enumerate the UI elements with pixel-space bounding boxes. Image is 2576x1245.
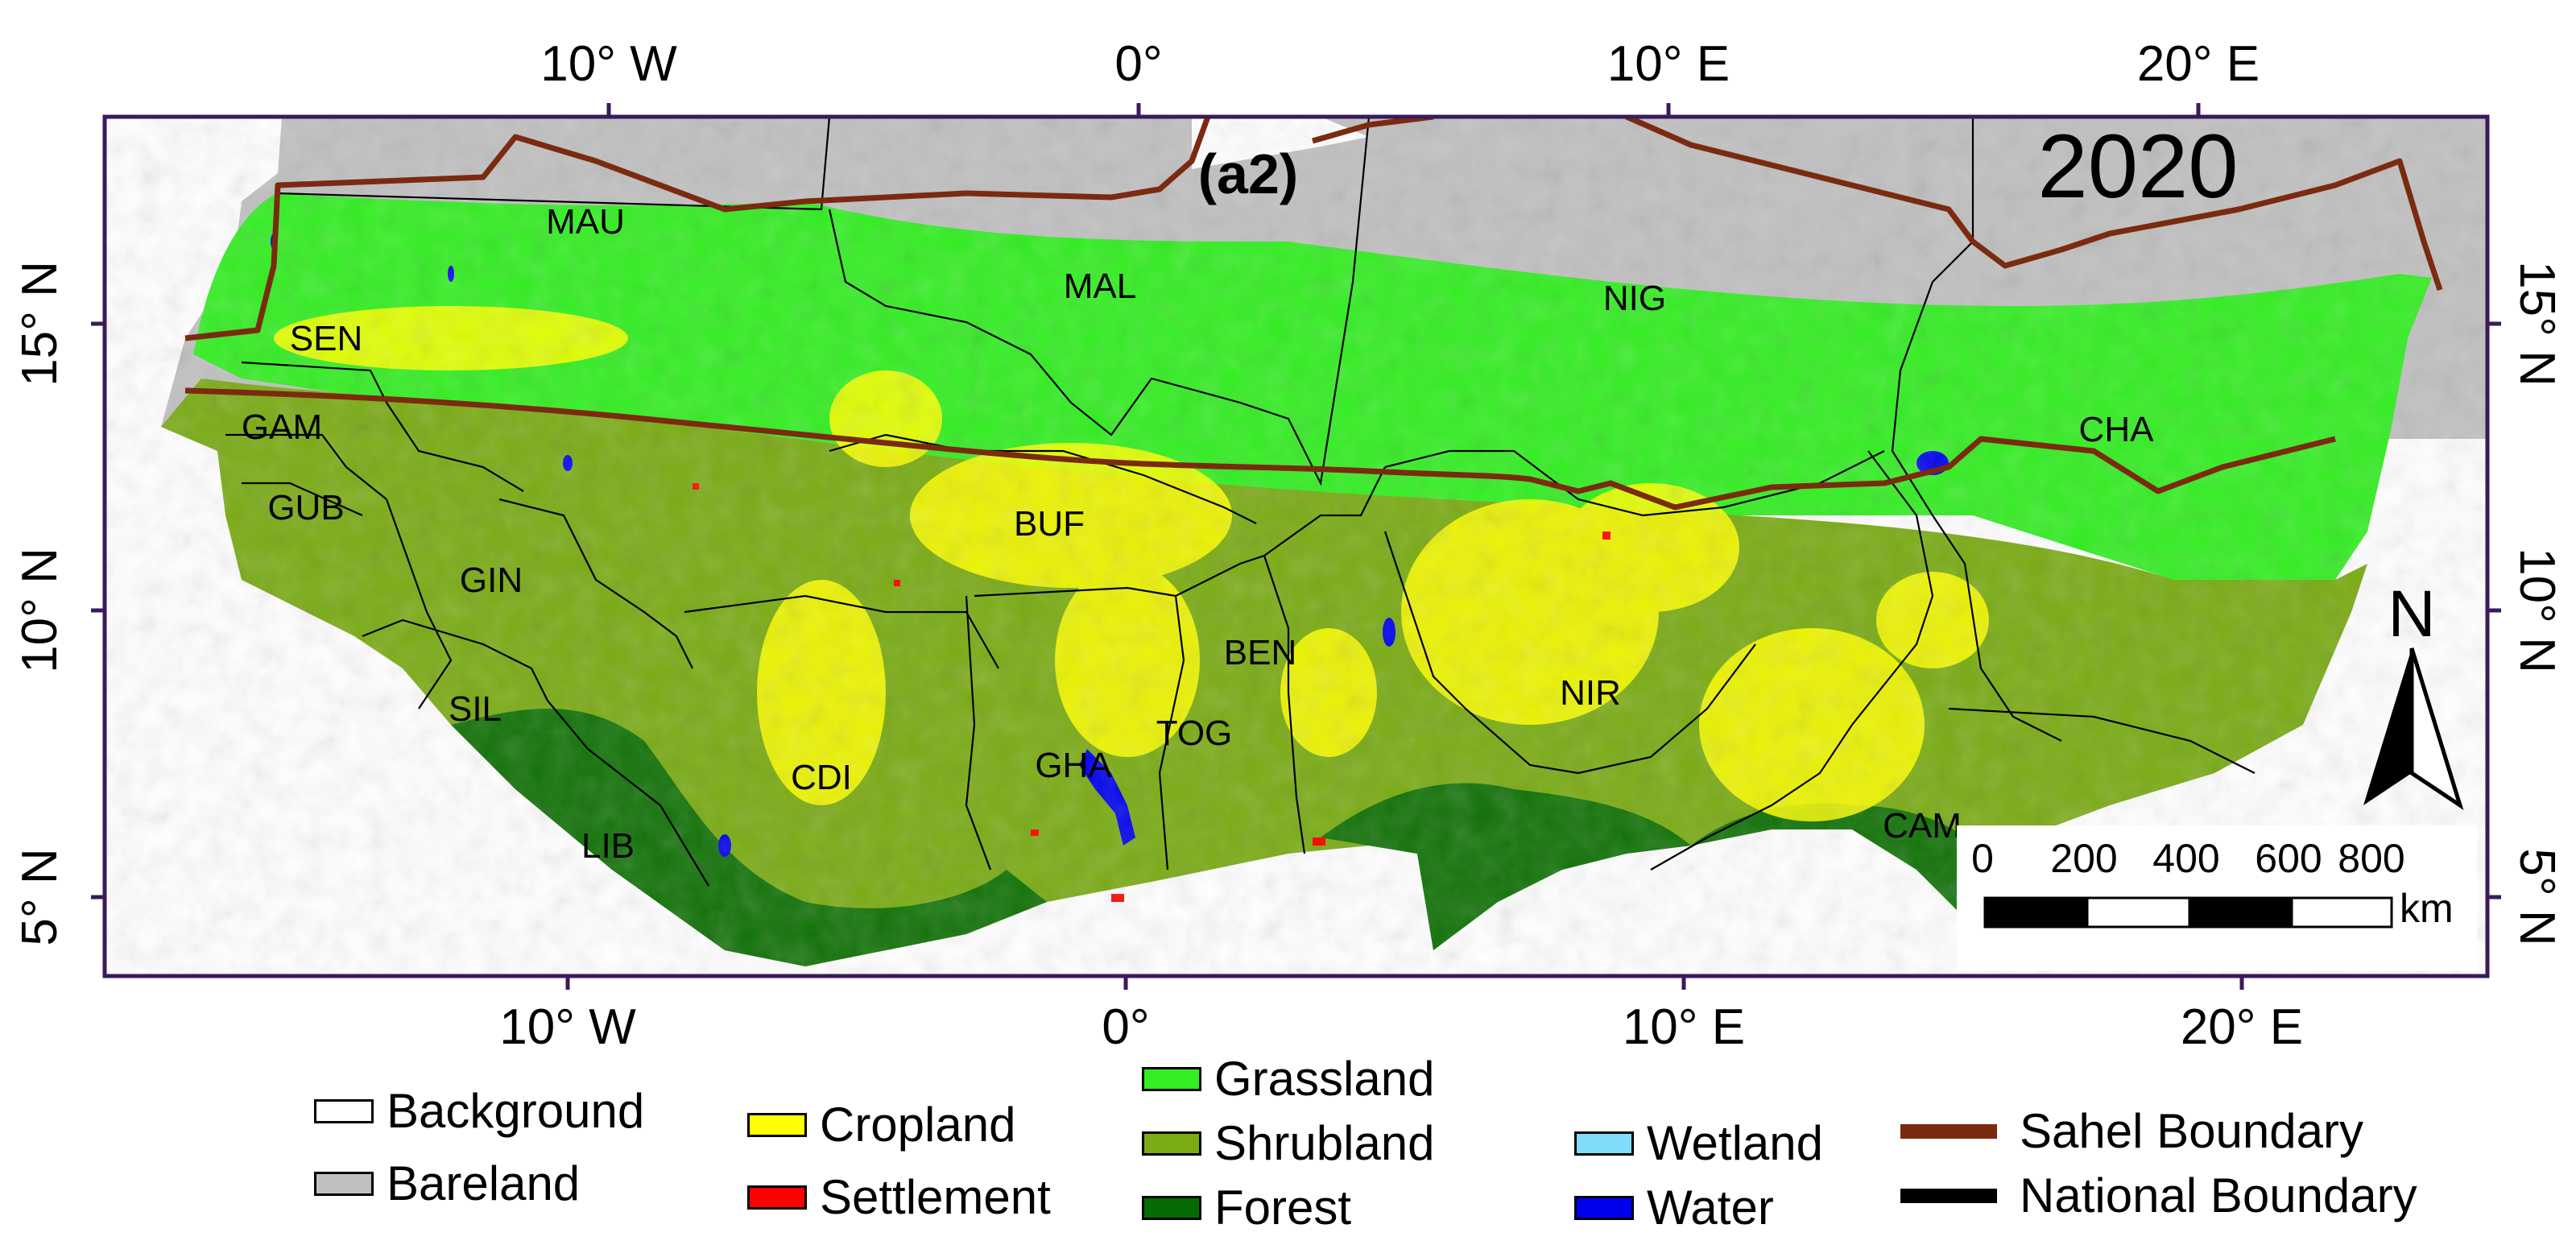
bottom-tick-label: 0° (1102, 999, 1149, 1055)
country-label: GAM (242, 407, 322, 447)
right-tick-label: 15° N (2509, 261, 2565, 387)
country-label: MAU (546, 202, 625, 242)
country-label: GUB (267, 488, 344, 527)
map-frame (102, 114, 2490, 978)
left-tick-label: 10° N (12, 548, 68, 673)
year-label: 2020 (2037, 116, 2238, 217)
scale-segment (1983, 896, 2089, 929)
country-label: NIR (1560, 673, 1621, 713)
scale-tick-label: 800 (2338, 836, 2404, 881)
country-label: GIN (460, 560, 523, 600)
country-label: MAL (1064, 267, 1136, 306)
scale-tick-label: 600 (2255, 836, 2322, 881)
scale-unit: km (2400, 886, 2454, 931)
top-tick-label: 0° (1114, 36, 1162, 92)
right-tick-label: 10° N (2509, 548, 2565, 673)
top-tick-label: 10° W (540, 36, 677, 92)
scale-bar: 0 200 400 600 800 km (1957, 825, 2477, 970)
north-arrow-shape (2363, 648, 2412, 805)
scale-segment (2086, 896, 2191, 929)
top-tick-label: 10° E (1607, 36, 1730, 92)
scale-tick-label: 0 (1971, 836, 1994, 881)
axis-ticks (91, 103, 2501, 990)
country-label: GHA (1035, 746, 1112, 785)
north-arrow-label: N (2388, 577, 2435, 651)
country-label: CDI (791, 758, 852, 797)
country-label: TOG (1156, 713, 1233, 753)
sahel-boundary (184, 117, 2443, 511)
country-label: CAM (1883, 806, 1962, 846)
north-arrow: N (2363, 577, 2464, 810)
scale-tick-label: 200 (2050, 836, 2117, 881)
scale-segment (2188, 896, 2293, 929)
top-tick-label: 20° E (2137, 36, 2260, 92)
country-label: SEN (290, 319, 362, 358)
country-label: NIG (1603, 279, 1666, 318)
national-boundaries (225, 117, 2256, 887)
country-label: SIL (449, 689, 502, 729)
scale-tick-label: 400 (2152, 836, 2219, 881)
country-label: BUF (1014, 504, 1085, 544)
north-arrow-shape (2409, 647, 2464, 810)
right-tick-label: 5° N (2509, 848, 2565, 945)
country-label: CHA (2079, 410, 2155, 449)
bottom-tick-label: 20° E (2181, 999, 2303, 1055)
country-label: LIB (581, 826, 635, 866)
bottom-tick-label: 10° W (499, 999, 636, 1055)
panel-label: (a2) (1198, 143, 1298, 205)
left-tick-label: 15° N (12, 261, 68, 387)
bottom-tick-label: 10° E (1623, 999, 1745, 1055)
left-tick-label: 5° N (12, 848, 68, 945)
scale-segment (2290, 896, 2393, 929)
country-label: BEN (1224, 633, 1296, 672)
